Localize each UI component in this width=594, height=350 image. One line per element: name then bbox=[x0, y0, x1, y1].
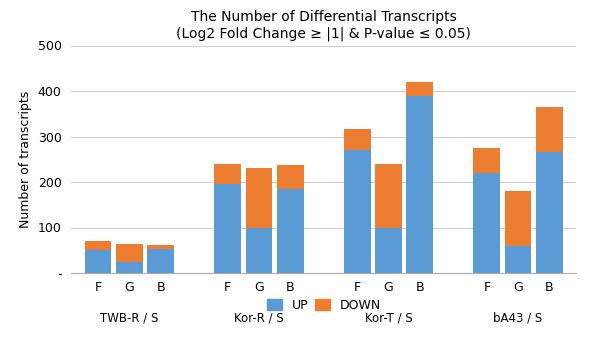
Bar bbox=[214, 184, 241, 273]
Bar bbox=[406, 82, 433, 96]
Bar bbox=[116, 244, 143, 262]
Text: TWB-R / S: TWB-R / S bbox=[100, 312, 159, 325]
Bar bbox=[344, 150, 371, 273]
Title: The Number of Differential Transcripts
(Log2 Fold Change ≥ |1| & P-value ≤ 0.05): The Number of Differential Transcripts (… bbox=[176, 10, 471, 41]
Bar bbox=[147, 245, 174, 249]
Bar bbox=[536, 107, 563, 153]
Bar bbox=[473, 148, 500, 173]
Text: Kor-R / S: Kor-R / S bbox=[234, 312, 284, 325]
Bar bbox=[85, 241, 112, 250]
Legend: UP, DOWN: UP, DOWN bbox=[262, 294, 386, 317]
Bar bbox=[277, 189, 304, 273]
Bar bbox=[245, 168, 272, 228]
Bar bbox=[277, 165, 304, 189]
Bar bbox=[375, 164, 402, 228]
Bar bbox=[147, 249, 174, 273]
Text: bA43 / S: bA43 / S bbox=[494, 312, 543, 325]
Bar bbox=[473, 173, 500, 273]
Bar bbox=[536, 153, 563, 273]
Bar bbox=[344, 129, 371, 150]
Bar bbox=[505, 246, 532, 273]
Bar bbox=[214, 164, 241, 184]
Text: Kor-T / S: Kor-T / S bbox=[365, 312, 412, 325]
Bar bbox=[375, 228, 402, 273]
Bar bbox=[116, 262, 143, 273]
Bar bbox=[85, 250, 112, 273]
Bar bbox=[245, 228, 272, 273]
Y-axis label: Number of transcripts: Number of transcripts bbox=[19, 91, 32, 228]
Bar bbox=[505, 191, 532, 246]
Bar bbox=[406, 96, 433, 273]
